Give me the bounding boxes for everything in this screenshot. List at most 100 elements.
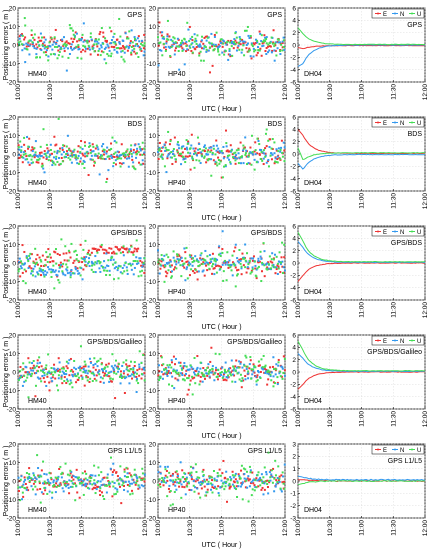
point-e xyxy=(247,479,250,482)
point-e xyxy=(85,375,88,378)
point-e xyxy=(195,46,198,49)
point-n xyxy=(51,164,54,167)
point-u xyxy=(58,50,61,53)
point-e xyxy=(100,157,103,160)
point-u xyxy=(262,354,265,357)
point-n xyxy=(274,41,277,44)
point-u xyxy=(226,251,229,254)
point-n xyxy=(160,481,163,484)
point-n xyxy=(81,484,84,487)
point-u xyxy=(273,477,276,480)
tick-label-y: -10 xyxy=(7,61,17,68)
point-n xyxy=(72,47,75,50)
point-n xyxy=(192,152,195,155)
point-n xyxy=(171,474,174,477)
point-e xyxy=(126,49,129,52)
point-n xyxy=(166,262,169,265)
point-u xyxy=(207,263,210,266)
legend-label-u: U xyxy=(417,12,421,18)
point-e xyxy=(169,371,172,374)
tick-label-x: 11:30 xyxy=(250,193,257,209)
point-n xyxy=(82,367,85,370)
point-e xyxy=(213,267,216,270)
point-n xyxy=(181,374,184,377)
point-u xyxy=(162,35,165,38)
point-e xyxy=(212,486,215,489)
point-n xyxy=(189,255,192,258)
point-n xyxy=(240,267,243,270)
point-u xyxy=(127,250,130,253)
point-u xyxy=(112,161,115,164)
point-e xyxy=(218,151,221,154)
point-n xyxy=(161,377,164,380)
tick-label-y: 10 xyxy=(9,460,17,467)
point-u xyxy=(132,253,135,256)
point-n xyxy=(252,47,255,50)
point-e xyxy=(143,33,146,36)
point-n xyxy=(85,255,88,258)
point-e xyxy=(88,40,91,43)
point-e xyxy=(240,386,243,389)
point-n xyxy=(197,370,200,373)
point-e xyxy=(272,381,275,384)
point-e xyxy=(191,377,194,380)
point-u xyxy=(55,485,58,488)
point-e xyxy=(256,374,259,377)
point-u xyxy=(56,46,59,49)
point-n xyxy=(201,481,204,484)
legend-marker-u xyxy=(411,230,413,233)
point-n xyxy=(32,267,35,270)
point-n xyxy=(268,471,271,474)
point-n xyxy=(184,157,187,160)
point-n xyxy=(252,257,255,260)
point-e xyxy=(270,474,273,477)
point-e xyxy=(71,40,74,43)
point-e xyxy=(132,370,135,373)
point-n xyxy=(85,369,88,372)
point-n xyxy=(129,42,132,45)
point-e xyxy=(102,476,105,479)
point-u xyxy=(200,59,203,62)
point-n xyxy=(17,476,20,479)
point-e xyxy=(269,138,272,141)
point-u xyxy=(238,48,241,51)
point-u xyxy=(166,38,169,41)
point-u xyxy=(257,265,260,268)
point-n xyxy=(130,29,133,32)
point-u xyxy=(264,155,267,158)
point-u xyxy=(104,484,107,487)
point-e xyxy=(280,256,283,259)
point-n xyxy=(43,47,46,50)
point-e xyxy=(253,43,256,46)
point-e xyxy=(128,472,131,475)
point-u xyxy=(230,269,233,272)
point-n xyxy=(79,365,82,368)
point-u xyxy=(23,374,26,377)
point-n xyxy=(205,50,208,53)
point-e xyxy=(223,378,226,381)
point-n xyxy=(219,151,222,154)
point-u xyxy=(256,137,259,140)
point-u xyxy=(272,385,275,388)
point-u xyxy=(159,377,162,380)
point-e xyxy=(85,485,88,488)
point-u xyxy=(172,36,175,39)
point-e xyxy=(188,488,191,491)
point-u xyxy=(48,41,51,44)
tick-label-y: -20 xyxy=(7,406,17,413)
point-u xyxy=(132,368,135,371)
tick-label-y: 4 xyxy=(292,345,296,352)
point-n xyxy=(54,269,57,272)
point-e xyxy=(89,475,92,478)
point-u xyxy=(91,380,94,383)
point-e xyxy=(174,363,177,366)
point-e xyxy=(43,44,46,47)
point-e xyxy=(237,473,240,476)
point-u xyxy=(158,478,161,481)
point-n xyxy=(174,484,177,487)
point-e xyxy=(283,149,286,152)
legend-label-e: E xyxy=(383,339,387,345)
point-n xyxy=(64,485,67,488)
